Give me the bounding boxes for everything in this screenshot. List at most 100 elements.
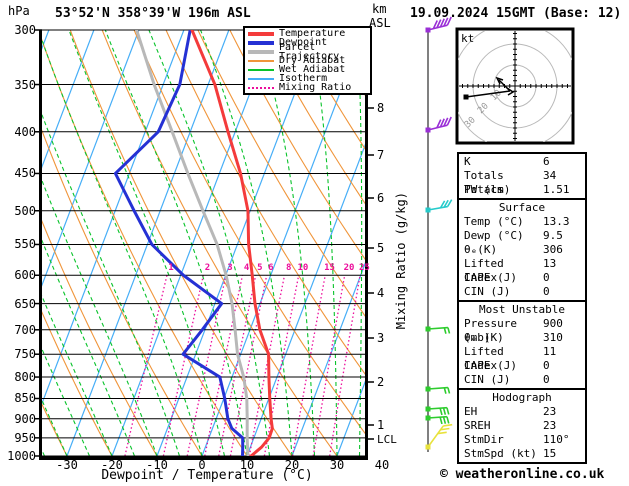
dewpoint-curve: [113, 30, 245, 456]
stats-row: CIN (J) 0: [459, 373, 585, 387]
legend-label: Parcel Trajectory: [279, 41, 340, 62]
wind-barb: [425, 386, 451, 394]
legend-item: Parcel Trajectory: [248, 42, 370, 61]
mixing-ratio-value-label: 3: [227, 263, 232, 273]
stats-row: PW (cm) 1.51: [459, 183, 585, 197]
station-title: 53°52'N 358°39'W 196m ASL: [55, 6, 251, 21]
stats-value: 0: [543, 285, 550, 298]
km-tick-label: 6: [377, 191, 385, 205]
legend: Temperature Dewpoint Parcel Trajectory Dry …: [243, 26, 372, 95]
stats-value: 0: [543, 271, 550, 284]
temperature-tick-label: 0: [198, 458, 206, 472]
stats-row: θₑ (K) 310: [459, 331, 585, 345]
stats-row: θₑ(K) 306: [459, 243, 585, 257]
stats-label: Temp (°C): [464, 215, 524, 228]
stats-value: 0: [543, 373, 550, 386]
stats-row: SREH 23: [459, 419, 585, 433]
stats-row: Pressure (mb) 900: [459, 317, 585, 344]
stats-value: 0: [543, 359, 550, 372]
stats-value: 9.5: [543, 229, 563, 242]
legend-item: Dry Adiabat: [248, 55, 370, 66]
stats-panel: K 6 Totals Totals 34 PW (cm) 1.51 Surface Temp …: [457, 152, 587, 464]
stats-row: Temp (°C) 13.3: [459, 215, 585, 229]
legend-swatch-dotted: [248, 86, 274, 89]
wind-barb: [425, 406, 450, 416]
stats-label: CIN (J): [464, 285, 511, 298]
legend-label: Wet Adiabat: [279, 64, 346, 75]
stats-label: SREH: [464, 419, 491, 432]
stats-value: 110°: [543, 433, 570, 446]
wind-barb: [425, 326, 451, 334]
temperature-tick-label: 10: [239, 458, 255, 472]
stats-value: 13.3: [543, 215, 570, 228]
wind-barb: [425, 116, 452, 133]
mixing-ratio-value-label: 2: [205, 263, 210, 273]
mixing-ratio-value-label: 6: [268, 263, 273, 273]
stats-row: CIN (J) 0: [459, 285, 585, 299]
stats-value: 15: [543, 447, 557, 460]
stats-section: Most Unstable Pressure (mb) 900 θₑ (K) 310 Li…: [459, 300, 585, 388]
pressure-tick-label: 450: [14, 166, 36, 181]
stats-label: Totals Totals: [464, 169, 504, 196]
stats-section: K 6 Totals Totals 34 PW (cm) 1.51: [459, 154, 585, 198]
stats-label: EH: [464, 405, 478, 418]
mixing-ratio-value-label: 5: [257, 263, 262, 273]
pressure-tick-label: 600: [14, 268, 36, 283]
pressure-tick-label: 750: [14, 347, 36, 362]
stats-row: Lifted Index 13: [459, 257, 585, 284]
mixing-ratio-value-label: 8: [286, 263, 291, 273]
stats-label: CIN (J): [464, 373, 511, 386]
wind-barb: [425, 16, 452, 33]
stats-label: Lifted Index: [464, 345, 504, 372]
legend-swatch-thick: [248, 49, 274, 54]
stats-value: 306: [543, 243, 563, 256]
stats-value: 1.51: [543, 183, 570, 196]
legend-item: Isotherm: [248, 74, 370, 84]
km-tick-label: 2: [377, 375, 385, 389]
pressure-unit-label: hPa: [8, 4, 30, 18]
stats-section-header: Surface: [498, 201, 546, 214]
stats-label: Lifted Index: [464, 257, 504, 284]
pressure-tick-label: 500: [14, 203, 36, 218]
wind-barb: [425, 199, 453, 213]
copyright: © weatheronline.co.uk: [440, 467, 605, 482]
stats-row: EH 23: [459, 405, 585, 419]
hodograph-unit-label: kt: [461, 32, 475, 45]
temperature-curve: [190, 30, 274, 456]
legend-swatch-thick: [248, 31, 274, 36]
stats-row: Lifted Index 11: [459, 345, 585, 372]
wind-barb: [425, 423, 453, 450]
run-datetime: 19.09.2024 15GMT (Base: 12): [410, 6, 622, 21]
stats-value: 310: [543, 331, 563, 344]
stats-value: 900: [543, 317, 563, 330]
legend-swatch-thin: [248, 77, 274, 80]
stats-label: CAPE (J): [464, 359, 517, 372]
temperature-tick-label: -10: [146, 458, 168, 472]
pressure-tick-label: 1000: [7, 449, 36, 463]
mixing-ratio-value-label: 15: [324, 263, 335, 273]
legend-swatch-thin: [248, 59, 274, 62]
altitude-unit-asl: ASL: [369, 16, 391, 30]
stats-label: StmDir: [464, 433, 504, 446]
pressure-tick-label: 650: [14, 296, 36, 311]
mixing-ratio-value-label: 4: [244, 263, 250, 273]
legend-swatch-thin: [248, 68, 274, 71]
legend-label: Dry Adiabat: [279, 55, 346, 66]
stats-value: 23: [543, 405, 557, 418]
legend-label: Temperature: [279, 28, 346, 39]
lcl-label: LCL: [377, 433, 397, 446]
legend-item: Wet Adiabat: [248, 64, 370, 75]
x-axis-label: Dewpoint / Temperature (°C): [101, 468, 313, 483]
stats-label: PW (cm): [464, 183, 511, 196]
stats-label: CAPE (J): [464, 271, 517, 284]
km-tick-label: 8: [377, 101, 385, 115]
stats-row: CAPE (J) 0: [459, 359, 585, 373]
km-tick-label: 5: [377, 241, 385, 255]
pressure-tick-label: 400: [14, 124, 36, 139]
pressure-tick-label: 550: [14, 237, 36, 252]
mixing-ratio-value-label: 20: [344, 263, 355, 273]
stats-label: K: [464, 155, 471, 168]
